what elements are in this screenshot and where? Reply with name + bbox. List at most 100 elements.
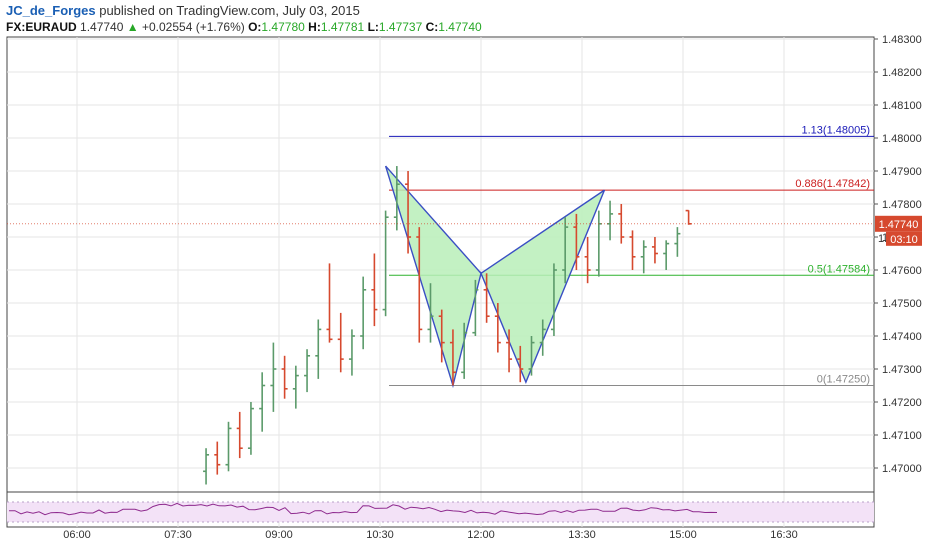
last-price-badge-text: 1.47740 — [879, 219, 919, 231]
rsi-band — [7, 502, 874, 522]
y-tick-label: 1.47800 — [882, 199, 922, 211]
x-tick-label: 13:30 — [568, 529, 596, 541]
y-tick-label: 1.48200 — [882, 67, 922, 79]
ohlc-bar — [203, 448, 210, 485]
published-text: published on TradingView.com, July 03, 2… — [99, 3, 360, 18]
change-label: +0.02554 (+1.76%) — [141, 20, 245, 34]
fib-lines: 1.13(1.48005) 0.886(1.47842) 0.5(1.47584) 0… — [389, 124, 874, 386]
fib-level-label: 0(1.47250) — [817, 374, 870, 386]
ohlc-bar — [337, 312, 344, 373]
plot-frame — [6, 36, 875, 528]
ohlc-bar — [607, 200, 614, 241]
close-key: C: — [425, 20, 439, 34]
x-tick-label: 10:30 — [366, 529, 394, 541]
price-axis[interactable]: 1.48300 1.48200 1.48100 1.48000 1.47900 1.478… — [874, 34, 922, 475]
countdown-badge-text: 03:10 — [890, 234, 918, 246]
ohlc-bar — [494, 303, 501, 353]
ohlc-bar — [247, 402, 254, 455]
x-tick-label: 16:30 — [770, 529, 798, 541]
y-tick-label: 1.48000 — [882, 133, 922, 145]
ohlc-bar — [483, 273, 490, 323]
ohlc-bar — [550, 263, 557, 336]
last-price-badge — [875, 215, 922, 232]
harmonic-pattern — [384, 165, 606, 389]
y-tick-label: 1.48300 — [882, 34, 922, 46]
ohlc-bar — [562, 217, 569, 284]
countdown-badge — [886, 231, 922, 246]
last-price-label: 1.47740 — [80, 20, 124, 34]
ohlc-bar — [214, 441, 221, 475]
ohlc-bar — [382, 210, 389, 317]
y-tick-label: 1.47600 — [882, 265, 922, 277]
ohlc-bar — [651, 237, 658, 264]
y-tick-label: 1.47100 — [882, 430, 922, 442]
ohlc-bar — [663, 240, 670, 270]
ohlc-bar — [438, 309, 445, 363]
ohlc-bar — [674, 227, 681, 257]
ohlc-bar — [461, 322, 468, 379]
ohlc-bar — [371, 253, 378, 327]
price-badges: 1. 1.47740 03:10 — [875, 215, 922, 246]
ohlc-bar — [449, 329, 456, 386]
author-link[interactable]: JC_de_Forges — [6, 3, 96, 18]
ohlc-bar — [416, 227, 423, 343]
close-value: 1.47740 — [438, 20, 482, 34]
ohlc-bar — [326, 263, 333, 343]
ohlc-bar — [259, 372, 266, 432]
ohlc-bar — [595, 210, 602, 277]
y-tick-label: 1.47400 — [882, 331, 922, 343]
ohlc-bar — [573, 213, 580, 270]
low-key: L: — [367, 20, 379, 34]
high-value: 1.47781 — [320, 20, 365, 34]
ohlc-bar — [348, 329, 355, 376]
x-tick-label: 12:00 — [467, 529, 495, 541]
up-triangle-icon: ▲ — [126, 20, 139, 34]
ohlc-bar — [315, 319, 322, 379]
y-tick-label: 1.47200 — [882, 397, 922, 409]
ohlc-bar — [360, 276, 367, 350]
ohlc-bar — [584, 237, 591, 284]
ohlc-bar — [427, 283, 434, 343]
pattern-xb-line — [385, 165, 482, 274]
ohlc-bar — [304, 349, 311, 393]
x-tick-label: 15:00 — [669, 529, 697, 541]
x-tick-label: 07:30 — [164, 529, 192, 541]
rsi-pane — [7, 491, 874, 523]
ohlc-bar — [472, 279, 479, 336]
ohlc-bar — [270, 342, 277, 412]
y-tick-label: 1.48100 — [882, 100, 922, 112]
y-tick-label: 1.47500 — [882, 298, 922, 310]
x-tick-label: 09:00 — [265, 529, 293, 541]
y-tick-label: 1.47300 — [882, 364, 922, 376]
ohlc-bar — [281, 355, 288, 399]
ohlc-bar — [405, 171, 412, 254]
fib-level-label: 1.13(1.48005) — [802, 124, 871, 136]
ohlc-bar — [539, 319, 546, 356]
y-tick-label: 1.47900 — [882, 166, 922, 178]
ohlc-bar — [685, 209, 692, 225]
ohlc-bars — [203, 166, 692, 485]
y-tick-label: 1.47000 — [882, 463, 922, 475]
ohlc-bar — [225, 421, 232, 472]
ohlc-bar — [528, 336, 535, 376]
ohlc-line: FX:EURAUD 1.47740 ▲ +0.02554 (+1.76%) O:… — [6, 20, 482, 35]
high-key: H: — [308, 20, 321, 34]
pattern-triangle-xab — [385, 166, 481, 386]
rsi-line — [8, 502, 718, 516]
time-axis[interactable]: 06:00 07:30 09:00 10:30 12:00 13:30 15:00 16:30 — [63, 529, 798, 541]
open-key: O: — [248, 20, 262, 34]
low-value: 1.47737 — [378, 20, 423, 34]
ohlc-bar — [640, 240, 647, 274]
publish-header: JC_de_Forges published on TradingView.co… — [6, 2, 360, 19]
symbol-label[interactable]: FX:EURAUD — [6, 20, 77, 34]
ohlc-bar — [517, 345, 524, 383]
pattern-triangle-bcd — [481, 190, 605, 383]
ohlc-bar — [506, 329, 513, 373]
ohlc-bar — [629, 230, 636, 270]
ohlc-bar — [618, 204, 625, 244]
open-value: 1.47780 — [261, 20, 305, 34]
x-tick-label: 06:00 — [63, 529, 91, 541]
fib-level-label: 0.886(1.47842) — [795, 178, 870, 190]
